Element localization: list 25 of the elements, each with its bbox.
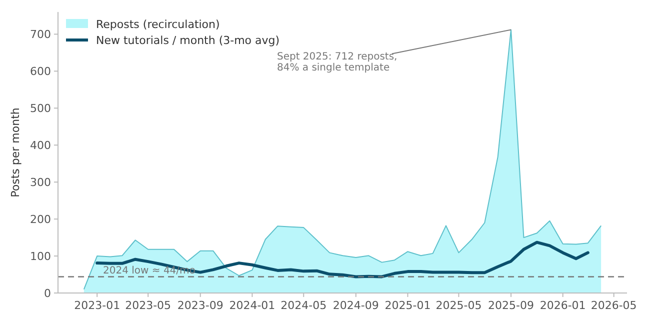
legend-label: New tutorials / month (3-mo avg) [96, 34, 280, 47]
ref-line-label: 2024 low ≈ 44/mo [103, 266, 196, 277]
x-tick-label: 2023-05 [125, 299, 172, 312]
y-tick-label: 400 [30, 138, 51, 152]
x-tick-label: 2026-05 [590, 299, 637, 312]
y-tick-label: 100 [30, 250, 51, 263]
y-tick-label: 200 [30, 212, 51, 226]
y-tick-label: 700 [30, 28, 51, 42]
y-tick-label: 500 [30, 102, 51, 115]
x-tick-label: 2024-09 [332, 299, 379, 312]
x-tick-label: 2024-01 [229, 299, 276, 312]
x-tick-label: 2023-01 [74, 299, 120, 312]
legend-label: Reposts (recirculation) [96, 18, 220, 31]
y-axis-title: Posts per month [9, 108, 22, 198]
x-tick-label: 2025-01 [384, 299, 431, 312]
x-tick-label: 2025-09 [488, 299, 534, 312]
x-tick-label: 2026-01 [540, 299, 586, 312]
x-tick-label: 2024-05 [280, 299, 327, 312]
y-tick-label: 300 [30, 176, 51, 189]
x-tick-label: 2025-05 [436, 299, 482, 312]
y-tick-label: 600 [30, 65, 51, 78]
y-tick-label: 0 [44, 286, 51, 300]
x-tick-label: 2023-09 [177, 299, 224, 312]
annotation: Sept 2025: 712 reposts, 84% a single template [276, 52, 398, 74]
line-series [96, 240, 590, 278]
